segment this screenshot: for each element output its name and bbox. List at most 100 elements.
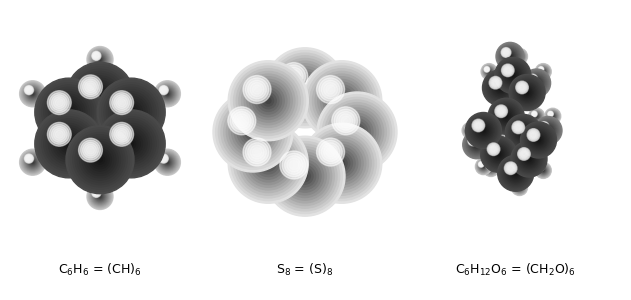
- Ellipse shape: [496, 124, 505, 134]
- Ellipse shape: [297, 80, 313, 96]
- Ellipse shape: [530, 76, 535, 82]
- Ellipse shape: [488, 71, 490, 72]
- Ellipse shape: [487, 142, 510, 166]
- Ellipse shape: [464, 124, 476, 136]
- Ellipse shape: [519, 84, 536, 101]
- Ellipse shape: [532, 78, 541, 88]
- Ellipse shape: [478, 124, 490, 136]
- Ellipse shape: [127, 139, 136, 148]
- Ellipse shape: [124, 137, 138, 151]
- Ellipse shape: [252, 147, 284, 179]
- Ellipse shape: [509, 118, 538, 147]
- Ellipse shape: [508, 117, 539, 148]
- Ellipse shape: [495, 105, 507, 118]
- Ellipse shape: [25, 154, 40, 170]
- Ellipse shape: [286, 158, 324, 195]
- Ellipse shape: [541, 124, 546, 129]
- Ellipse shape: [512, 74, 514, 76]
- Ellipse shape: [250, 82, 287, 119]
- Ellipse shape: [467, 127, 473, 134]
- Ellipse shape: [469, 130, 471, 131]
- Ellipse shape: [504, 51, 508, 54]
- Ellipse shape: [483, 161, 498, 176]
- Ellipse shape: [529, 75, 537, 83]
- Ellipse shape: [75, 135, 125, 184]
- Ellipse shape: [504, 67, 521, 84]
- Ellipse shape: [515, 80, 539, 104]
- Ellipse shape: [470, 117, 497, 144]
- Ellipse shape: [118, 130, 126, 138]
- Ellipse shape: [282, 65, 305, 88]
- Ellipse shape: [532, 111, 541, 121]
- Ellipse shape: [276, 58, 334, 117]
- Ellipse shape: [89, 185, 111, 208]
- Ellipse shape: [480, 164, 487, 170]
- Ellipse shape: [157, 152, 178, 172]
- Ellipse shape: [513, 78, 541, 107]
- Ellipse shape: [547, 130, 549, 131]
- Ellipse shape: [471, 139, 475, 142]
- Ellipse shape: [495, 105, 517, 127]
- Ellipse shape: [161, 156, 167, 162]
- Ellipse shape: [491, 78, 510, 97]
- Ellipse shape: [519, 128, 528, 137]
- Ellipse shape: [51, 126, 68, 142]
- Ellipse shape: [514, 79, 540, 106]
- Ellipse shape: [49, 124, 69, 144]
- Ellipse shape: [495, 57, 531, 93]
- Ellipse shape: [490, 167, 492, 169]
- Ellipse shape: [79, 75, 102, 99]
- Ellipse shape: [236, 69, 300, 133]
- Ellipse shape: [474, 142, 480, 148]
- Ellipse shape: [485, 163, 497, 174]
- Ellipse shape: [240, 118, 244, 123]
- Ellipse shape: [483, 70, 519, 106]
- Ellipse shape: [79, 138, 102, 162]
- Ellipse shape: [529, 76, 536, 82]
- Ellipse shape: [545, 109, 560, 124]
- Ellipse shape: [511, 120, 535, 144]
- Ellipse shape: [336, 111, 379, 153]
- Ellipse shape: [531, 110, 543, 122]
- Ellipse shape: [32, 161, 33, 163]
- Ellipse shape: [492, 147, 506, 161]
- Ellipse shape: [166, 160, 169, 164]
- Ellipse shape: [162, 156, 166, 161]
- Ellipse shape: [278, 61, 332, 115]
- Ellipse shape: [539, 166, 543, 170]
- Ellipse shape: [489, 167, 493, 171]
- Ellipse shape: [300, 82, 310, 93]
- Ellipse shape: [245, 124, 261, 140]
- Ellipse shape: [294, 77, 316, 98]
- Ellipse shape: [502, 65, 513, 76]
- Ellipse shape: [495, 123, 506, 134]
- Ellipse shape: [328, 87, 333, 92]
- Ellipse shape: [49, 123, 89, 164]
- Ellipse shape: [517, 148, 530, 160]
- Ellipse shape: [336, 95, 347, 106]
- Ellipse shape: [122, 103, 140, 121]
- Ellipse shape: [129, 110, 133, 114]
- Ellipse shape: [164, 159, 171, 166]
- Ellipse shape: [523, 124, 554, 156]
- Ellipse shape: [505, 52, 515, 61]
- Ellipse shape: [25, 85, 33, 95]
- Ellipse shape: [516, 53, 522, 60]
- Ellipse shape: [480, 127, 487, 134]
- Ellipse shape: [26, 87, 40, 101]
- Ellipse shape: [468, 129, 472, 132]
- Ellipse shape: [97, 194, 103, 199]
- Ellipse shape: [514, 51, 525, 62]
- Ellipse shape: [355, 129, 360, 135]
- Ellipse shape: [466, 112, 502, 148]
- Ellipse shape: [243, 138, 271, 166]
- Ellipse shape: [484, 71, 517, 105]
- Ellipse shape: [94, 53, 106, 66]
- Ellipse shape: [485, 68, 489, 71]
- Ellipse shape: [27, 156, 32, 161]
- Ellipse shape: [500, 62, 526, 88]
- Ellipse shape: [304, 126, 379, 201]
- Ellipse shape: [499, 109, 514, 124]
- Ellipse shape: [504, 114, 509, 118]
- Ellipse shape: [300, 171, 310, 181]
